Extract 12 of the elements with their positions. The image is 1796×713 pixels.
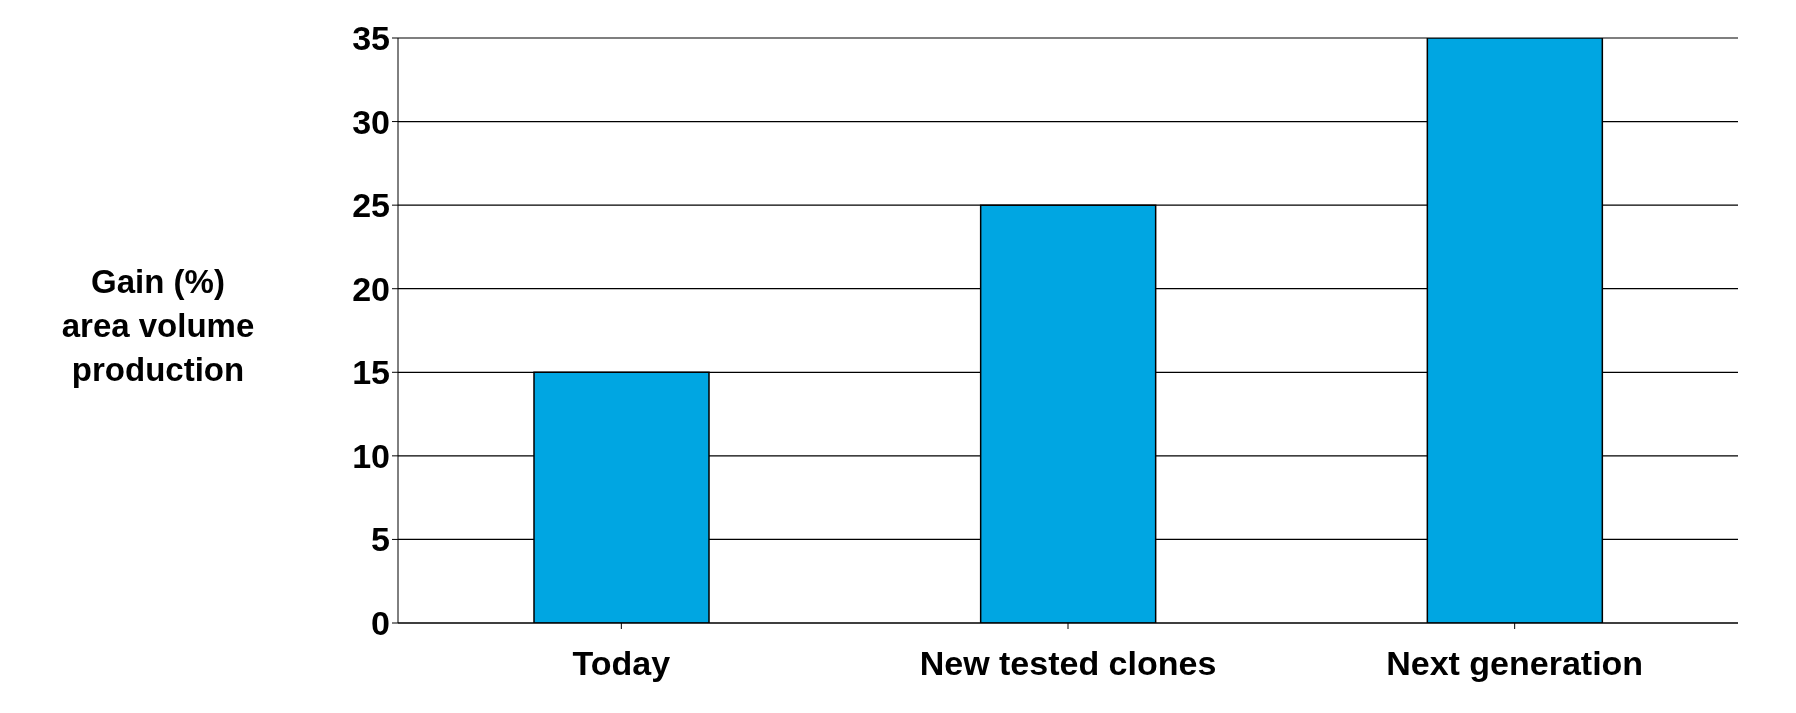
y-tick-label: 10 [352,436,390,475]
y-tick-label: 35 [352,19,390,58]
y-tick-label: 30 [352,102,390,141]
x-tick-label: New tested clones [919,644,1217,683]
y-tick-label: 5 [371,520,390,559]
y-tick-label: 0 [371,604,390,643]
y-tick-label: 25 [352,186,390,225]
y-tick-label: 20 [352,269,390,308]
x-tick-label: Next generation [1386,644,1644,683]
y-axis-title: Gain (%) area volume production [60,261,256,390]
y-tick-label: 15 [352,353,390,392]
x-tick-label: Today [572,644,671,683]
